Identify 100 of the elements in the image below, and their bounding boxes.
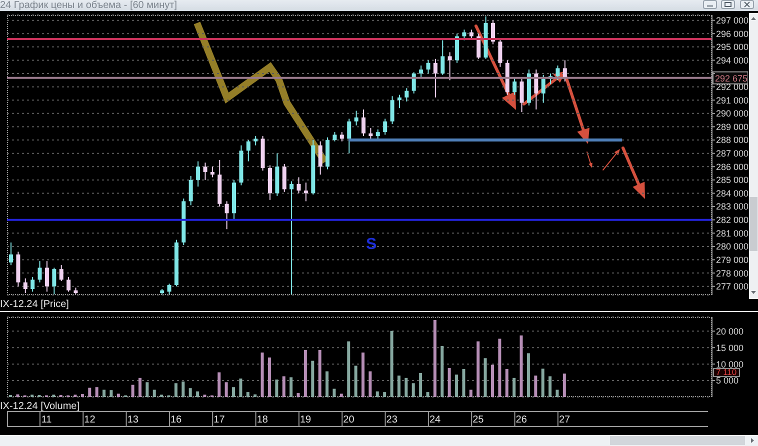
bar (95, 387, 98, 397)
candlestick (562, 60, 567, 82)
bar (88, 388, 92, 397)
bar (376, 391, 379, 397)
candlestick (426, 60, 430, 74)
x-tick-label: 13 (127, 414, 139, 426)
x-tick-label: 24 (429, 414, 442, 426)
x-tick-label: 19 (300, 414, 312, 426)
bar (131, 384, 134, 397)
text: IX-12.24 [Volume] (0, 401, 80, 412)
candlestick (290, 180, 294, 295)
bar (541, 368, 544, 397)
y-tick-label: 291 000 (716, 95, 749, 106)
y-tick-label: 281 000 (716, 228, 749, 238)
y-tick-label: 286 000 (716, 162, 749, 172)
candlestick (254, 136, 258, 146)
bar (448, 368, 451, 397)
y-tick-label: 284 000 (716, 188, 749, 198)
bar (412, 383, 415, 397)
candlestick (44, 260, 49, 292)
bar (232, 387, 236, 397)
bar (426, 392, 430, 397)
bar (433, 320, 436, 397)
annotation: S (366, 236, 377, 253)
candlestick (38, 260, 42, 283)
bar (512, 378, 516, 397)
bar (182, 382, 185, 397)
candlestick (347, 118, 352, 154)
bar (354, 366, 358, 397)
bar (368, 371, 372, 397)
text: IX-12.24 [Price] (0, 299, 69, 310)
candlestick (30, 276, 35, 292)
bar (102, 390, 106, 397)
bar (526, 353, 530, 397)
x-tick-label: 16 (170, 414, 182, 426)
bar (224, 382, 228, 397)
bar (282, 376, 286, 397)
candlestick (354, 110, 358, 126)
y-tick-label: 285 000 (716, 175, 749, 186)
y-tick-label: 289 000 (716, 122, 749, 132)
bar (174, 383, 178, 397)
x-tick-label: 11 (41, 414, 52, 426)
y-tick-label: 5 000 (716, 376, 739, 386)
candlestick (246, 140, 250, 162)
candlestick (52, 267, 56, 295)
x-tick-label: 12 (84, 414, 96, 426)
candlestick (282, 163, 286, 192)
candlestick (433, 58, 438, 98)
bar (419, 372, 422, 397)
bar (362, 352, 364, 397)
bar (383, 392, 386, 397)
y-tick-label: 283 000 (716, 202, 749, 212)
candlestick (340, 132, 344, 142)
bar (318, 350, 322, 397)
text: 7 110 (716, 367, 737, 377)
x-tick-label: 26 (516, 414, 528, 426)
y-tick-label: 278 000 (716, 268, 749, 278)
candlestick (448, 52, 452, 81)
bar (534, 376, 538, 397)
y-tick-label: 279 000 (716, 254, 749, 265)
candlestick (462, 29, 466, 41)
bar (404, 378, 408, 397)
bar (16, 394, 20, 397)
candlestick (196, 160, 200, 188)
x-tick-label: 20 (343, 414, 355, 426)
bar (268, 357, 271, 397)
bar (188, 388, 192, 397)
bar (548, 376, 552, 397)
bar (476, 341, 480, 397)
y-tick-label: 297 000 (716, 16, 749, 26)
bar (347, 341, 350, 397)
y-tick-label: 294 000 (716, 55, 749, 66)
bar (462, 369, 466, 397)
bar (440, 346, 444, 397)
y-tick-label: 288 000 (716, 135, 749, 146)
bar (520, 335, 523, 397)
bar (275, 380, 278, 397)
bar (390, 330, 394, 397)
y-tick-label: 282 000 (716, 215, 749, 226)
bar (246, 392, 250, 397)
bar (326, 371, 329, 397)
bar (340, 394, 343, 397)
candlestick (188, 175, 193, 206)
bar (254, 394, 257, 397)
bar (304, 350, 307, 397)
candlestick (9, 242, 13, 266)
candlestick (59, 264, 64, 282)
x-tick-label: 18 (256, 414, 268, 426)
bar (110, 390, 113, 397)
x-tick-label: 17 (214, 414, 226, 426)
bar (152, 390, 156, 397)
candlestick (397, 94, 402, 109)
bar (469, 390, 472, 397)
candlestick (556, 65, 560, 81)
candlestick (203, 162, 208, 180)
bar (455, 374, 458, 397)
candlestick (512, 77, 517, 96)
y-tick-label: 20 000 (716, 326, 744, 336)
bar (116, 394, 120, 397)
x-tick-label: 23 (386, 414, 398, 426)
